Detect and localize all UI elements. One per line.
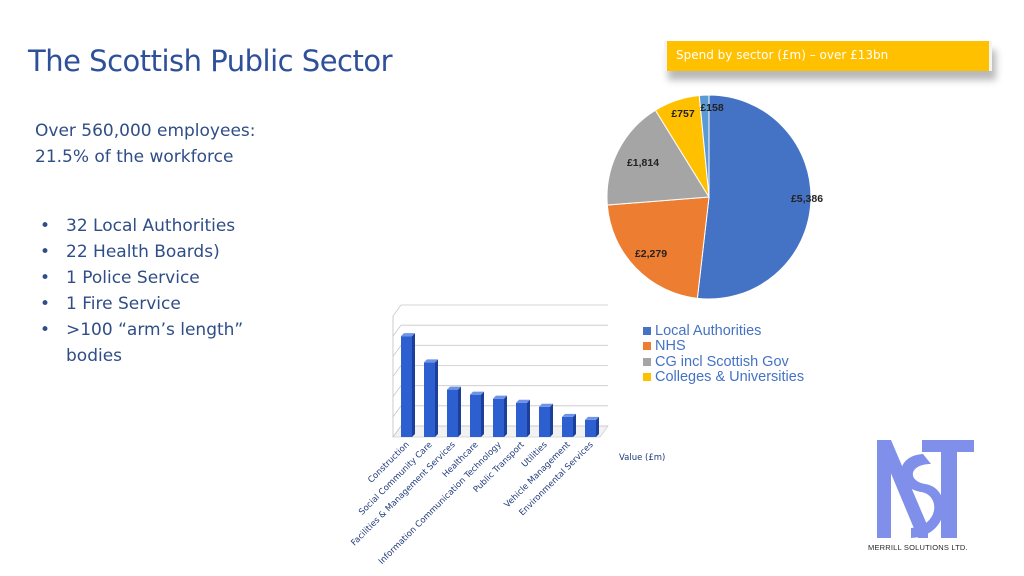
pie-data-label: £2,279 — [635, 248, 667, 260]
legend-swatch — [643, 373, 651, 382]
bar — [424, 362, 435, 437]
bar — [562, 416, 573, 437]
gridline-side — [392, 345, 402, 357]
pie-data-label: £757 — [671, 108, 695, 120]
bullet-item: 32 Local Authorities — [40, 213, 276, 239]
logo-text: MERRILL SOLUTIONS LTD. — [868, 543, 968, 552]
bar-top — [401, 333, 415, 337]
bar-top — [424, 359, 438, 363]
gridline-side — [392, 365, 402, 377]
bar — [470, 394, 481, 437]
ms-logo-icon — [877, 440, 974, 538]
legend-label: CG incl Scottish Gov — [655, 353, 789, 370]
spend-callout: Spend by sector (£m) – over £13bn — [664, 41, 992, 71]
bar — [539, 406, 550, 437]
bar-side — [527, 399, 530, 437]
bullet-item: 1 Police Service — [40, 265, 276, 291]
employee-count: Over 560,000 employees: — [35, 121, 256, 141]
bar-side — [504, 395, 507, 437]
legend-label: Local Authorities — [655, 322, 762, 339]
pie-data-label: £1,814 — [627, 157, 659, 169]
bar-top — [585, 416, 599, 420]
legend-swatch — [643, 326, 651, 335]
page-title: The Scottish Public Sector — [28, 44, 393, 78]
bar-side — [435, 359, 438, 437]
legend-swatch — [643, 342, 651, 351]
bar-side — [573, 413, 576, 437]
bar-side — [458, 386, 461, 437]
legend-swatch — [643, 357, 651, 366]
callout-text: Spend by sector (£m) – over £13bn — [676, 48, 889, 62]
pie-slice — [696, 94, 812, 300]
gridline-side — [392, 385, 402, 397]
gridline-side — [392, 304, 402, 317]
pie-legend: Local Authorities NHS CG incl Scottish G… — [643, 323, 804, 385]
bar-top — [447, 386, 461, 390]
legend-item: Local Authorities — [643, 323, 804, 339]
workforce-share: 21.5% of the workforce — [35, 147, 234, 167]
bullet-item: 1 Fire Service — [40, 291, 276, 317]
bar — [401, 336, 412, 437]
bar-top — [493, 395, 507, 399]
legend-item: Colleges & Universities — [643, 369, 805, 386]
bar-legend-label: Value (£m) — [619, 453, 665, 463]
bullet-list: 32 Local Authorities 22 Health Boards) 1… — [40, 213, 276, 369]
bar-side — [481, 391, 484, 437]
employee-stats: Over 560,000 employees: 21.5% of the wor… — [35, 118, 256, 170]
bar-top — [470, 391, 484, 395]
bar — [447, 389, 458, 437]
gridline-side — [392, 324, 402, 337]
bar-side — [412, 333, 415, 437]
bar — [585, 419, 596, 437]
bullet-item: 22 Health Boards) — [40, 239, 276, 265]
pie-data-label: £158 — [700, 102, 724, 114]
legend-item: NHS — [643, 338, 804, 355]
bullet-item: >100 “arm’s length” bodies — [40, 317, 276, 369]
bar-top — [539, 403, 553, 407]
legend-label: Colleges & Universities — [655, 369, 805, 386]
pie-slice — [698, 94, 710, 198]
bar — [493, 398, 504, 437]
gridline-side — [392, 425, 402, 438]
pie-data-label: £5,386 — [791, 193, 823, 205]
bar-side — [596, 416, 599, 437]
gridline-side — [392, 405, 402, 418]
bar-top — [562, 413, 576, 417]
company-logo: MERRILL SOLUTIONS LTD. — [865, 432, 980, 552]
pie-slice — [606, 196, 710, 299]
bar-top — [516, 399, 530, 403]
bar — [516, 402, 527, 437]
legend-label: NHS — [655, 338, 686, 355]
pie-slice — [606, 109, 710, 206]
legend-item: CG incl Scottish Gov — [643, 354, 804, 370]
bar-side — [550, 403, 553, 437]
